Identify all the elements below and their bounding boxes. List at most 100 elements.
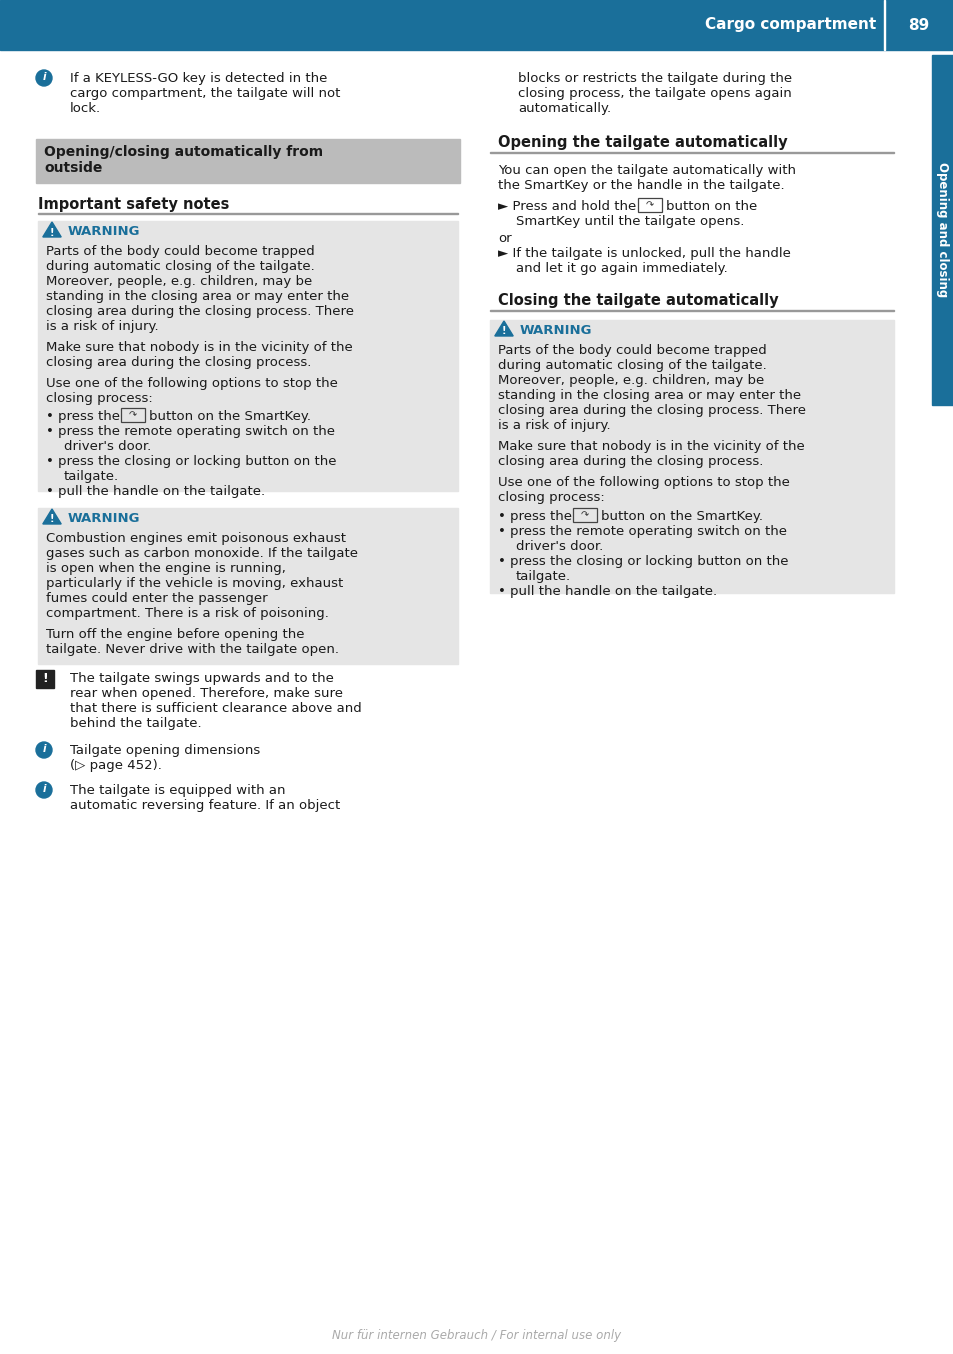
Text: !: !	[501, 326, 506, 337]
Text: •: •	[497, 585, 505, 598]
Text: Moreover, people, e.g. children, may be: Moreover, people, e.g. children, may be	[46, 275, 312, 288]
Text: •: •	[46, 410, 53, 422]
Text: The tailgate swings upwards and to the: The tailgate swings upwards and to the	[70, 672, 334, 685]
Circle shape	[36, 70, 52, 87]
Text: 89: 89	[907, 18, 928, 32]
Text: ► Press and hold the: ► Press and hold the	[497, 200, 636, 213]
Text: closing process:: closing process:	[497, 492, 604, 504]
Text: ↷: ↷	[645, 200, 654, 210]
Text: Make sure that nobody is in the vicinity of the: Make sure that nobody is in the vicinity…	[497, 440, 804, 454]
Bar	[931, 56, 953, 405]
Text: press the closing or locking button on the: press the closing or locking button on t…	[58, 455, 336, 468]
Text: Cargo compartment: Cargo compartment	[704, 18, 875, 32]
Text: Combustion engines emit poisonous exhaust: Combustion engines emit poisonous exhaus…	[46, 532, 346, 546]
Text: press the: press the	[510, 510, 572, 523]
Text: during automatic closing of the tailgate.: during automatic closing of the tailgate…	[497, 359, 766, 372]
Text: closing area during the closing process. There: closing area during the closing process.…	[497, 403, 805, 417]
Text: compartment. There is a risk of poisoning.: compartment. There is a risk of poisonin…	[46, 607, 329, 620]
Text: driver's door.: driver's door.	[516, 540, 602, 552]
Text: is a risk of injury.: is a risk of injury.	[46, 320, 158, 333]
Bar	[121, 408, 145, 422]
Text: Important safety notes: Important safety notes	[38, 196, 229, 213]
Text: Nur für internen Gebrauch / For internal use only: Nur für internen Gebrauch / For internal…	[332, 1330, 621, 1343]
Text: is open when the engine is running,: is open when the engine is running,	[46, 562, 286, 575]
Text: You can open the tailgate automatically with: You can open the tailgate automatically …	[497, 164, 795, 177]
Text: press the closing or locking button on the: press the closing or locking button on t…	[510, 555, 788, 567]
Text: Opening the tailgate automatically: Opening the tailgate automatically	[497, 135, 787, 150]
Circle shape	[36, 742, 52, 758]
Polygon shape	[495, 321, 513, 336]
Text: Closing the tailgate automatically: Closing the tailgate automatically	[497, 292, 778, 307]
Text: cargo compartment, the tailgate will not: cargo compartment, the tailgate will not	[70, 87, 340, 100]
Text: closing process, the tailgate opens again: closing process, the tailgate opens agai…	[517, 87, 791, 100]
Text: i: i	[42, 73, 46, 83]
Text: rear when opened. Therefore, make sure: rear when opened. Therefore, make sure	[70, 686, 343, 700]
Text: Turn off the engine before opening the: Turn off the engine before opening the	[46, 628, 304, 640]
Text: •: •	[46, 485, 53, 498]
Text: Use one of the following options to stop the: Use one of the following options to stop…	[46, 376, 337, 390]
Circle shape	[36, 783, 52, 798]
Text: Opening and closing: Opening and closing	[936, 162, 948, 298]
Text: closing area during the closing process. There: closing area during the closing process.…	[46, 305, 354, 318]
Text: i: i	[42, 745, 46, 754]
Text: ► If the tailgate is unlocked, pull the handle: ► If the tailgate is unlocked, pull the …	[497, 246, 790, 260]
Bar	[38, 221, 457, 492]
Text: press the remote operating switch on the: press the remote operating switch on the	[510, 525, 786, 538]
Text: closing area during the closing process.: closing area during the closing process.	[46, 356, 311, 370]
Bar	[638, 198, 661, 213]
Polygon shape	[43, 509, 61, 524]
Text: behind the tailgate.: behind the tailgate.	[70, 718, 201, 730]
Text: the SmartKey or the handle in the tailgate.: the SmartKey or the handle in the tailga…	[497, 179, 783, 192]
Text: ↷: ↷	[129, 410, 137, 420]
Bar	[38, 508, 457, 663]
Text: button on the SmartKey.: button on the SmartKey.	[149, 410, 311, 422]
Text: (▷ page 452).: (▷ page 452).	[70, 760, 162, 772]
Text: button on the SmartKey.: button on the SmartKey.	[600, 510, 762, 523]
Text: tailgate.: tailgate.	[516, 570, 571, 584]
Text: •: •	[497, 525, 505, 538]
Text: outside: outside	[44, 161, 102, 175]
Text: closing area during the closing process.: closing area during the closing process.	[497, 455, 762, 468]
Text: Tailgate opening dimensions: Tailgate opening dimensions	[70, 743, 260, 757]
Text: standing in the closing area or may enter the: standing in the closing area or may ente…	[497, 389, 801, 402]
Text: Parts of the body could become trapped: Parts of the body could become trapped	[497, 344, 766, 357]
Text: WARNING: WARNING	[68, 225, 140, 238]
Text: during automatic closing of the tailgate.: during automatic closing of the tailgate…	[46, 260, 314, 274]
Bar	[490, 320, 893, 593]
Text: •: •	[46, 425, 53, 437]
Text: that there is sufficient clearance above and: that there is sufficient clearance above…	[70, 701, 361, 715]
Text: particularly if the vehicle is moving, exhaust: particularly if the vehicle is moving, e…	[46, 577, 343, 590]
Text: press the remote operating switch on the: press the remote operating switch on the	[58, 425, 335, 437]
Text: Use one of the following options to stop the: Use one of the following options to stop…	[497, 477, 789, 489]
Text: or: or	[497, 232, 511, 245]
Text: lock.: lock.	[70, 102, 101, 115]
Bar	[36, 139, 459, 183]
Bar	[573, 508, 597, 523]
Text: Parts of the body could become trapped: Parts of the body could become trapped	[46, 245, 314, 259]
Text: !: !	[50, 227, 54, 237]
Text: blocks or restricts the tailgate during the: blocks or restricts the tailgate during …	[517, 72, 791, 85]
Bar	[0, 0, 953, 50]
Text: •: •	[497, 510, 505, 523]
Text: button on the: button on the	[665, 200, 757, 213]
Text: press the: press the	[58, 410, 120, 422]
Text: ↷: ↷	[580, 510, 588, 520]
Text: WARNING: WARNING	[519, 324, 592, 337]
Text: fumes could enter the passenger: fumes could enter the passenger	[46, 592, 268, 605]
Text: pull the handle on the tailgate.: pull the handle on the tailgate.	[510, 585, 717, 598]
Text: Moreover, people, e.g. children, may be: Moreover, people, e.g. children, may be	[497, 374, 763, 387]
Text: tailgate.: tailgate.	[64, 470, 119, 483]
Text: SmartKey until the tailgate opens.: SmartKey until the tailgate opens.	[516, 215, 743, 227]
Text: The tailgate is equipped with an: The tailgate is equipped with an	[70, 784, 285, 798]
Text: pull the handle on the tailgate.: pull the handle on the tailgate.	[58, 485, 265, 498]
Text: i: i	[42, 784, 46, 795]
Text: standing in the closing area or may enter the: standing in the closing area or may ente…	[46, 290, 349, 303]
Text: Make sure that nobody is in the vicinity of the: Make sure that nobody is in the vicinity…	[46, 341, 353, 353]
Text: driver's door.: driver's door.	[64, 440, 152, 454]
Text: !: !	[50, 515, 54, 524]
Text: automatic reversing feature. If an object: automatic reversing feature. If an objec…	[70, 799, 340, 812]
Text: !: !	[42, 673, 48, 685]
Text: WARNING: WARNING	[68, 512, 140, 525]
Text: •: •	[46, 455, 53, 468]
Text: and let it go again immediately.: and let it go again immediately.	[516, 263, 727, 275]
